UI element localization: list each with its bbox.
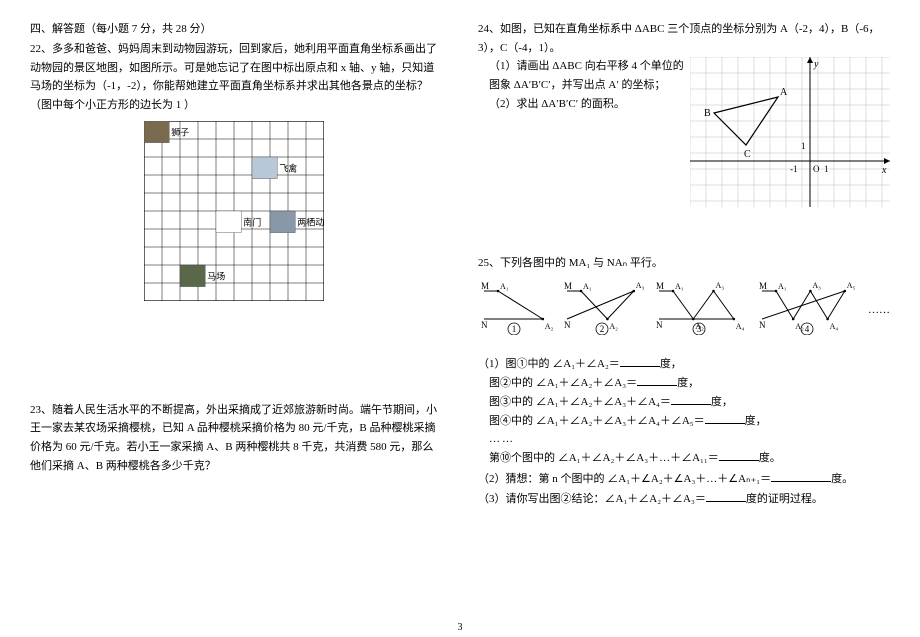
q24-lead: 如图，已知在直角坐标系中 ΔABC 三个顶点的坐标分别为 A（-2，4），B（-… [478,23,880,54]
deg1: 度， [660,358,682,370]
q23-text: 随着人民生活水平的不断提高，外出采摘成了近郊旅游新时尚。端午节期间，小王一家去某… [30,404,437,472]
q25-fig: M A₁ N A₂ 1 [478,279,558,342]
q24-coord: xyO1-11ABC [690,57,890,214]
q25-p1d: 图④中的 ∠A₁＋∠A₂＋∠A₃＋∠A₄＋∠A₅＝ [489,415,705,427]
svg-text:O: O [813,164,820,174]
svg-text:狮子: 狮子 [171,127,189,137]
q25-fig-dots: …… [868,301,890,320]
svg-text:马场: 马场 [207,271,225,281]
svg-text:A₁: A₁ [583,282,592,291]
svg-text:A₃: A₃ [716,281,725,290]
svg-text:A₄: A₄ [829,322,838,331]
q25-lead: 下列各图中的 MA₁ 与 NAₙ 平行。 [500,257,663,269]
svg-text:A₄: A₄ [736,322,745,331]
svg-text:M: M [759,281,767,291]
q22-text: 多多和爸爸、妈妈周末到动物园游玩，回到家后，她利用平面直角坐标系画出了动物园的景… [30,43,437,111]
svg-text:x: x [881,165,887,176]
svg-text:M: M [656,281,664,291]
q25-fig: MA₁NA₂A₃A₄3 [653,279,753,342]
blank [620,356,660,367]
deg2: 度， [677,377,699,389]
q25-num: 25、 [478,257,500,269]
svg-text:A₅: A₅ [846,281,855,290]
svg-text:-1: -1 [790,164,798,174]
svg-text:两栖动物: 两栖动物 [297,216,324,227]
blank [637,375,677,386]
q25-fig: M A₁ N A₂ A₃ 2 [561,279,651,342]
q25-p3a: （3）请你写出图②结论：∠A₁＋∠A₂＋∠A₃＝ [478,493,706,505]
svg-text:南门: 南门 [243,216,261,227]
svg-text:A₂: A₂ [545,322,554,331]
section-title: 四、解答题（每小题 7 分，共 28 分） [30,20,438,36]
svg-text:1: 1 [801,141,806,151]
q25-figures: MA₁NA₂1MA₁NA₂A₃2MA₁NA₂A₃A₄3MA₁NA₂A₃A₄A₅4… [478,279,890,342]
svg-text:4: 4 [804,324,809,334]
svg-text:N: N [564,320,571,330]
q25-p1c: 图③中的 ∠A₁＋∠A₂＋∠A₃＋∠A₄＝ [489,396,671,408]
q25-part3: （3）请你写出图②结论：∠A₁＋∠A₂＋∠A₃＝ 度的证明过程。 [478,490,890,509]
question-23: 23、随着人民生活水平的不断提高，外出采摘成了近郊旅游新时尚。端午节期间，小王一… [30,401,438,476]
svg-text:C: C [744,149,751,160]
svg-text:A₂: A₂ [795,322,804,331]
blank [705,413,745,424]
q25-p1e: 第⑩个图中的 ∠A₁＋∠A₂＋∠A₃＋…＋∠A₁₁＝ [489,452,719,464]
q25-p2: （2）猜想：第 n 个图中的 ∠A₁＋∠A₂＋∠A₃＋…＋∠Aₙ₊₁＝ [478,473,771,485]
q25-p1b: 图②中的 ∠A₁＋∠A₂＋∠A₃＝ [489,377,637,389]
svg-text:A₂: A₂ [609,322,618,331]
svg-text:A₁: A₁ [778,282,787,291]
svg-text:3: 3 [697,324,702,334]
svg-text:A₁: A₁ [675,282,684,291]
svg-text:M: M [481,281,489,291]
q22-grid: 狮子飞禽南门 两栖动物马场 [30,121,438,301]
svg-text:N: N [481,320,488,330]
question-24: 24、如图，已知在直角坐标系中 ΔABC 三个顶点的坐标分别为 A（-2，4），… [478,20,890,214]
q25-p3b: 度的证明过程。 [746,493,823,505]
blank [771,471,831,482]
deg5: 度。 [759,452,781,464]
deg4: 度， [745,415,767,427]
q24-num: 24、 [478,23,500,35]
svg-text:2: 2 [599,324,604,334]
q25-p1a: （1）图①中的 ∠A₁＋∠A₂＝ [478,358,620,370]
deg3: 度， [711,396,733,408]
question-22: 22、多多和爸爸、妈妈周末到动物园游玩，回到家后，她利用平面直角坐标系画出了动物… [30,40,438,301]
q22-num: 22、 [30,43,52,55]
q25-fig: M A₁ N A₂ A₃ A₄ A₅ 4 [756,279,866,342]
svg-text:A: A [780,87,788,98]
blank [706,491,746,502]
q25-dots: …… [478,430,890,449]
svg-text:N: N [656,320,663,330]
deg6: 度。 [831,473,853,485]
q23-num: 23、 [30,404,52,416]
question-25: 25、下列各图中的 MA₁ 与 NAₙ 平行。 M A₁ N A₂ 1 M A₁ N A₂ A₃ 2… [478,254,890,509]
blank [671,394,711,405]
svg-text:A₃: A₃ [812,281,821,290]
page-number: 3 [458,622,463,633]
q25-part2: （2）猜想：第 n 个图中的 ∠A₁＋∠A₂＋∠A₃＋…＋∠Aₙ₊₁＝ 度。 [478,470,890,489]
svg-text:M: M [564,281,572,291]
svg-text:y: y [813,59,819,70]
svg-text:A₁: A₁ [500,282,509,291]
q25-part1: （1）图①中的 ∠A₁＋∠A₂＝ 度， 图②中的 ∠A₁＋∠A₂＋∠A₃＝ 度， 图… [478,355,890,467]
svg-text:1: 1 [512,324,517,334]
svg-text:B: B [704,108,711,119]
blank [719,450,759,461]
svg-text:A₃: A₃ [635,281,644,290]
svg-text:N: N [759,320,766,330]
svg-text:1: 1 [824,164,829,174]
svg-text:飞禽: 飞禽 [279,162,297,173]
